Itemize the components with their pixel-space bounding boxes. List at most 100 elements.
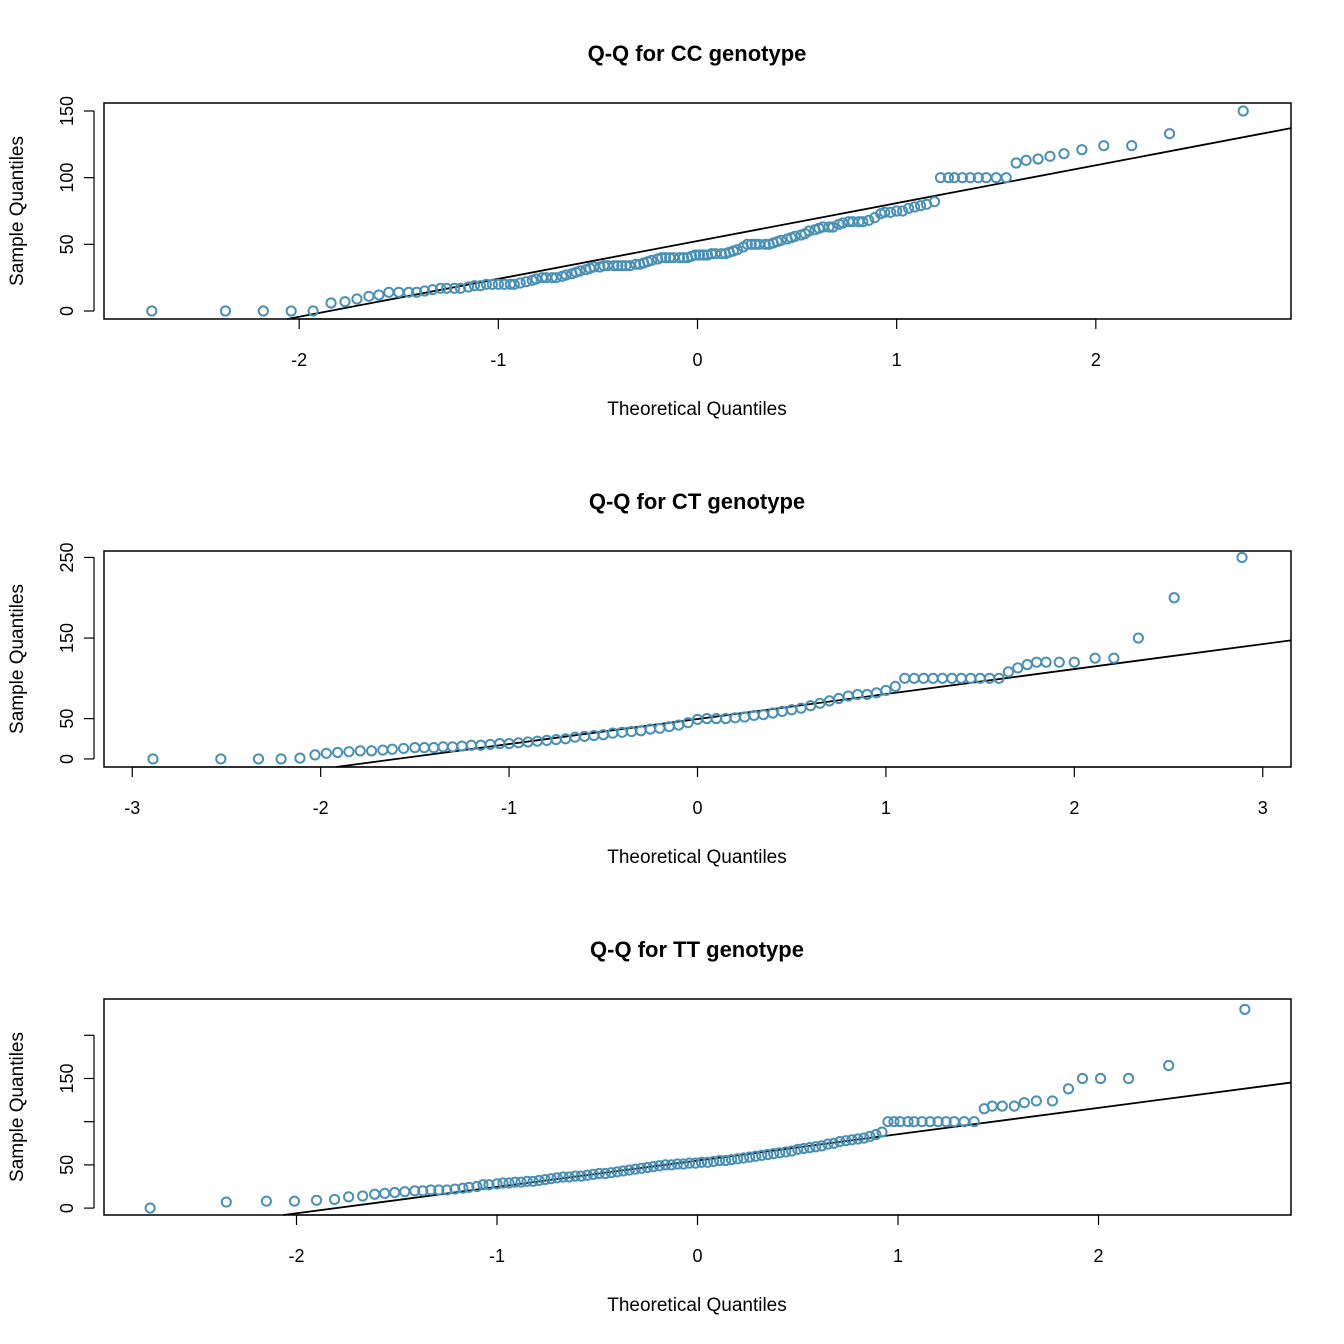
data-point <box>1108 652 1120 664</box>
data-points <box>146 105 1249 317</box>
data-point <box>433 1184 445 1196</box>
data-point <box>257 305 269 317</box>
data-point <box>252 753 265 765</box>
data-point <box>710 713 722 725</box>
data-point <box>560 733 572 745</box>
data-point <box>457 1182 469 1194</box>
data-point <box>1126 140 1138 152</box>
plot-frame <box>103 102 1292 320</box>
data-point <box>492 278 504 290</box>
data-point <box>468 280 481 292</box>
data-point <box>792 1143 804 1155</box>
data-point <box>541 734 553 747</box>
data-point <box>441 1184 453 1196</box>
data-point <box>483 1179 495 1191</box>
data-point <box>309 749 321 761</box>
data-point <box>647 1161 659 1173</box>
data-point <box>581 1169 593 1181</box>
x-tick-label: -2 <box>291 350 307 370</box>
data-point <box>916 1116 928 1128</box>
y-axis-label: Sample Quantiles <box>7 136 28 286</box>
data-point <box>968 1116 980 1128</box>
data-point <box>486 278 498 290</box>
data-point <box>310 1194 323 1206</box>
data-point <box>745 238 757 250</box>
data-point <box>738 1152 750 1164</box>
y-tick-label: 250 <box>57 542 77 572</box>
data-point <box>351 293 363 305</box>
data-point <box>993 672 1005 684</box>
data-point <box>880 684 892 697</box>
data-point <box>671 1158 684 1170</box>
data-point <box>332 746 344 759</box>
data-point <box>550 733 562 746</box>
data-point <box>934 172 947 184</box>
x-tick-label: 1 <box>881 798 891 818</box>
data-point <box>1094 1072 1107 1085</box>
x-tick-label: 3 <box>1258 798 1268 818</box>
data-point <box>955 672 967 684</box>
data-point <box>363 290 375 302</box>
data-point <box>823 221 835 233</box>
data-point <box>677 252 690 264</box>
data-point <box>399 1186 411 1198</box>
data-point <box>393 286 405 298</box>
data-point <box>646 254 658 266</box>
data-point <box>484 738 496 751</box>
data-point <box>956 172 968 184</box>
data-point <box>715 248 727 260</box>
x-axis: -2 -1 0 1 2 <box>291 318 1101 370</box>
data-point <box>908 672 920 684</box>
y-tick-label: 150 <box>57 1063 77 1093</box>
data-point <box>146 305 158 317</box>
data-point <box>707 1155 720 1168</box>
data-point <box>411 286 423 298</box>
data-point <box>1163 128 1176 140</box>
data-point <box>418 742 430 754</box>
data-point <box>320 747 332 759</box>
data-point <box>861 688 873 701</box>
data-point <box>739 711 751 723</box>
data-point <box>827 221 839 233</box>
reference-line <box>287 127 1292 320</box>
data-point <box>1236 551 1248 564</box>
data-point <box>863 214 875 226</box>
data-point <box>623 1164 635 1176</box>
data-point <box>1046 1095 1058 1107</box>
data-point <box>902 1116 914 1128</box>
data-point <box>693 249 706 261</box>
data-point <box>357 1190 369 1202</box>
chart-title: Q-Q for CC genotype <box>588 41 807 66</box>
data-point <box>1062 1083 1075 1095</box>
data-point <box>144 1202 156 1214</box>
data-point <box>990 172 1002 184</box>
data-point <box>653 1160 666 1172</box>
data-point <box>683 1157 696 1169</box>
data-point <box>789 230 801 242</box>
data-point <box>521 1175 533 1187</box>
data-point <box>508 278 520 290</box>
data-point <box>557 1171 569 1183</box>
data-point <box>964 172 976 184</box>
data-point <box>427 284 439 296</box>
x-tick-label: 0 <box>692 798 702 818</box>
data-point <box>630 258 642 270</box>
y-axis: 0 50 100 150 <box>57 96 95 316</box>
data-point <box>491 1178 503 1190</box>
data-point <box>1132 632 1144 644</box>
data-point <box>497 1177 509 1189</box>
y-tick-label: 100 <box>57 163 77 193</box>
data-point <box>1032 153 1044 165</box>
data-point <box>425 1184 437 1196</box>
data-point <box>417 1185 429 1197</box>
data-point <box>1008 1100 1020 1112</box>
data-point <box>725 1154 738 1166</box>
data-point <box>515 1176 527 1188</box>
data-point <box>1031 656 1043 668</box>
data-point <box>533 1174 545 1187</box>
data-point <box>403 286 415 298</box>
data-point <box>369 1188 381 1200</box>
data-point <box>587 1168 599 1180</box>
data-point <box>373 289 385 301</box>
x-tick-label: 2 <box>1069 798 1079 818</box>
